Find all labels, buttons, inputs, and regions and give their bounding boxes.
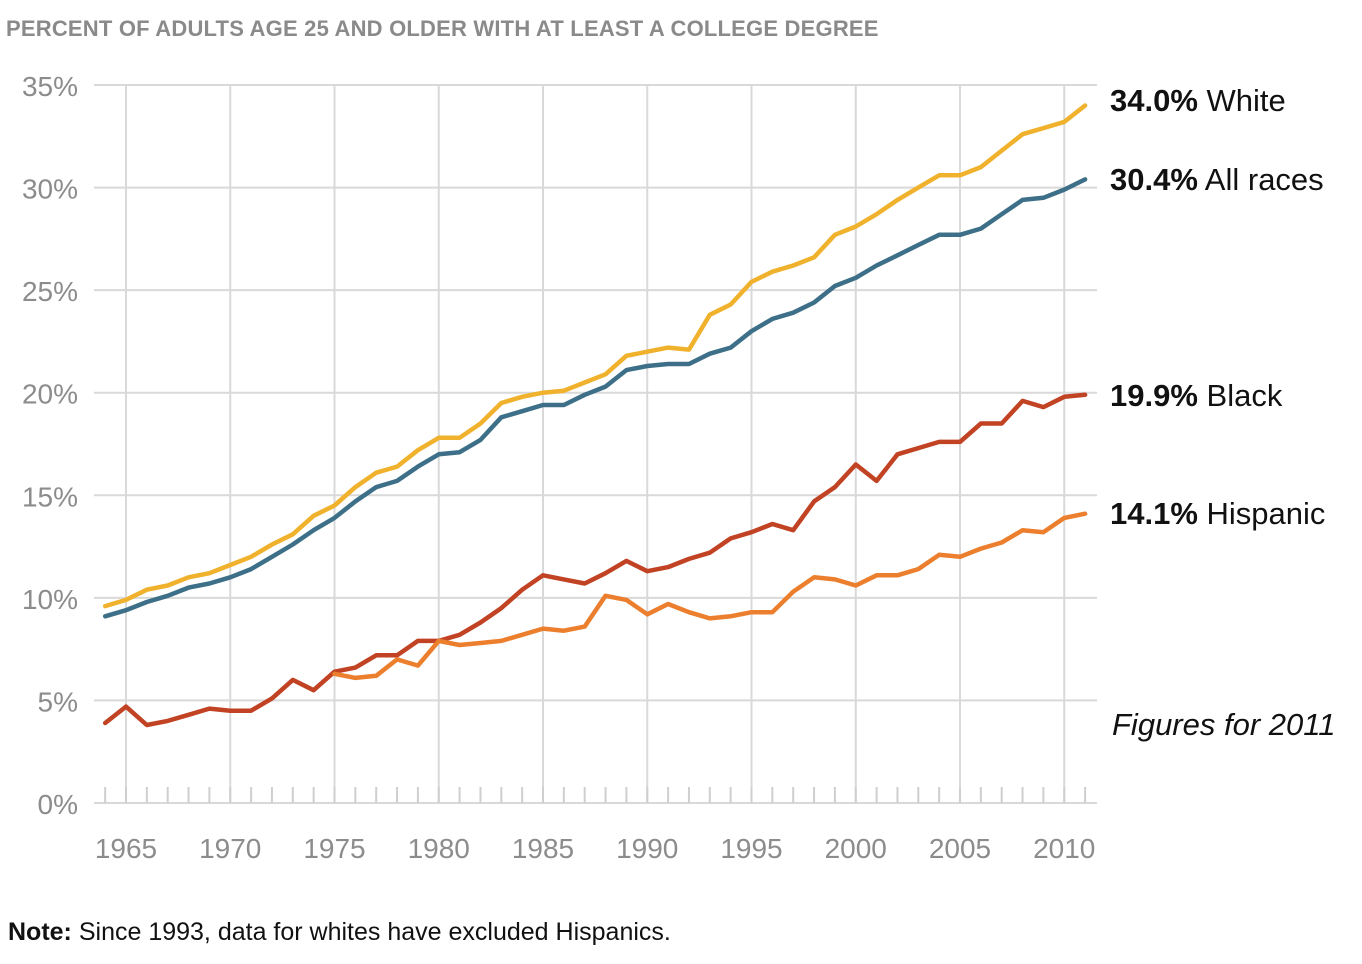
x-tick-label: 1965 <box>95 833 157 864</box>
y-tick-label: 5% <box>38 686 78 717</box>
x-tick-label: 1995 <box>720 833 782 864</box>
y-tick-label: 10% <box>22 584 78 615</box>
note-label: Note: <box>8 918 72 946</box>
y-tick-label: 30% <box>22 174 78 205</box>
footnote: Note: Since 1993, data for whites have e… <box>8 918 671 947</box>
series-line-all-races <box>102 177 1088 619</box>
y-tick-label: 20% <box>22 379 78 410</box>
series-lines <box>102 103 1088 728</box>
axes: 0% 5% 10% 15% 20% 25% 30% 35% 1965 1970 1975 1980 19… <box>22 71 1095 864</box>
x-tick-label: 1970 <box>199 833 261 864</box>
x-tick-label: 1975 <box>303 833 365 864</box>
end-labels: 34.0% White 30.4% All races 19.9% Black 14.… <box>1110 83 1325 531</box>
x-tick-label: 1980 <box>408 833 470 864</box>
x-tick-label: 1985 <box>512 833 574 864</box>
x-tick-label: 2000 <box>825 833 887 864</box>
series-line-black <box>102 392 1088 728</box>
end-label-all-races: 30.4% All races <box>1110 162 1324 197</box>
y-tick-label: 0% <box>38 789 78 820</box>
series-line-white <box>102 103 1088 609</box>
y-tick-label: 35% <box>22 71 78 102</box>
end-label-black: 19.9% Black <box>1110 378 1283 413</box>
end-label-white: 34.0% White <box>1110 83 1286 118</box>
x-tick-label: 1990 <box>616 833 678 864</box>
series-line-hispanic <box>332 511 1088 681</box>
note-text: Since 1993, data for whites have exclude… <box>71 918 671 946</box>
y-tick-label: 25% <box>22 276 78 307</box>
x-tick-label: 2010 <box>1033 833 1095 864</box>
y-tick-label: 15% <box>22 481 78 512</box>
figures-note: Figures for 2011 <box>1112 707 1335 742</box>
end-label-hispanic: 14.1% Hispanic <box>1110 496 1325 531</box>
chart-title: PERCENT OF ADULTS AGE 25 AND OLDER WITH … <box>6 16 879 41</box>
x-tick-label: 2005 <box>929 833 991 864</box>
grid <box>94 84 1097 804</box>
